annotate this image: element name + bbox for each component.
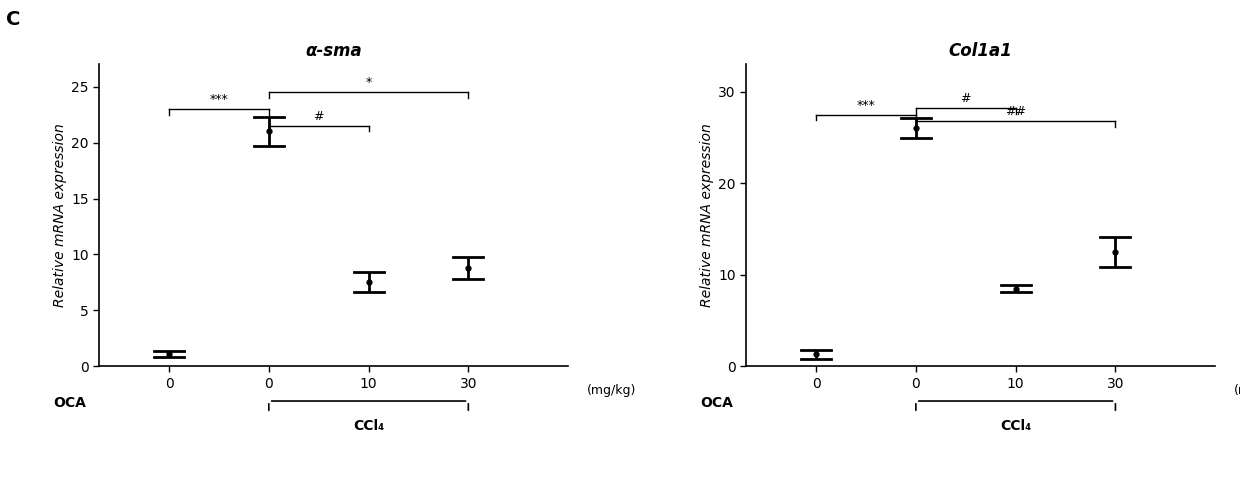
Text: C: C [6,10,21,29]
Text: OCA: OCA [53,396,86,410]
Text: #: # [314,110,324,123]
Text: ***: *** [210,93,228,106]
Text: ***: *** [857,99,875,112]
Text: (mg/kg): (mg/kg) [1234,385,1240,397]
Y-axis label: Relative mRNA expression: Relative mRNA expression [701,123,714,307]
Text: CCl₄: CCl₄ [353,419,384,433]
Text: CCl₄: CCl₄ [999,419,1032,433]
Title: α-sma: α-sma [305,42,362,60]
Text: #: # [961,92,971,105]
Text: ##: ## [1006,105,1027,118]
Text: OCA: OCA [699,396,733,410]
Text: *: * [366,76,372,89]
Y-axis label: Relative mRNA expression: Relative mRNA expression [53,123,67,307]
Text: (mg/kg): (mg/kg) [587,385,636,397]
Title: Col1a1: Col1a1 [949,42,1013,60]
